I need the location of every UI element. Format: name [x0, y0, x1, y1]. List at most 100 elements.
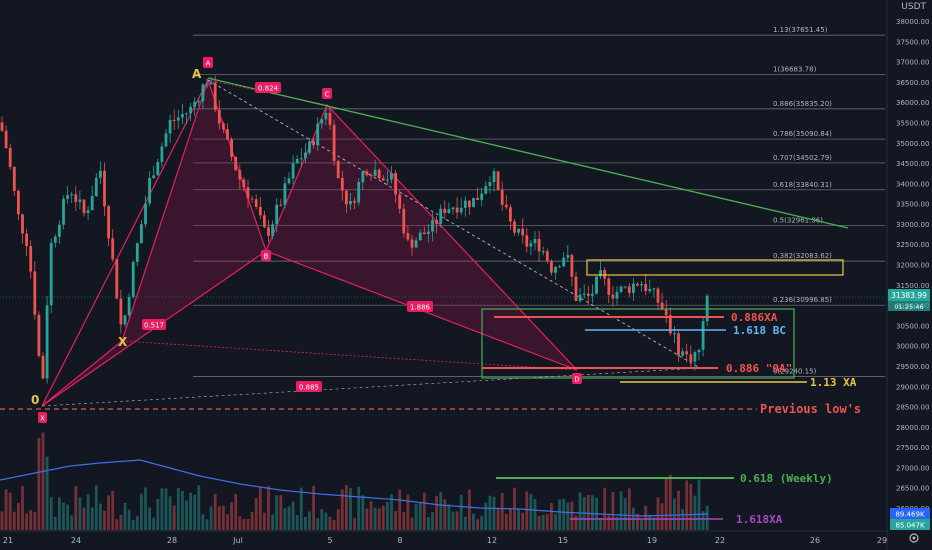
candle-body: [586, 293, 590, 296]
candle-body: [644, 284, 648, 292]
price-tick: 28500.00: [896, 404, 929, 412]
candle-body: [70, 194, 74, 196]
volume-bar: [558, 499, 561, 530]
candle-body: [558, 266, 561, 268]
volume-bar: [17, 502, 20, 530]
volume-bar: [611, 491, 615, 530]
volume-bar: [644, 505, 648, 530]
candle-body: [504, 204, 508, 208]
volume-bar: [640, 519, 643, 530]
volume-bar: [656, 497, 660, 530]
candle-body: [390, 172, 393, 180]
volume-bar: [689, 483, 693, 530]
candle-body: [427, 231, 430, 235]
time-axis[interactable]: 21 24 28 Jul 5 8 12 15 19 22 26 29: [3, 536, 887, 545]
time-tick: Jul: [232, 536, 243, 545]
volume-bar: [619, 491, 623, 530]
time-tick: 24: [71, 536, 81, 545]
candle-body: [107, 206, 110, 239]
candle-body: [53, 236, 57, 243]
volume-bar: [435, 495, 438, 530]
point-a-yellow: A: [192, 67, 202, 81]
price-tick: 31500.00: [896, 282, 929, 290]
trendline-green: [207, 77, 849, 229]
price-axis[interactable]: 38000.00 37500.00 37000.00 36500.00 36000.00…: [896, 18, 929, 513]
candle-body: [267, 227, 270, 236]
volume-bar: [660, 503, 664, 530]
price-tick: 38000.00: [896, 18, 929, 26]
candle-body: [394, 172, 397, 195]
candle-body: [217, 109, 221, 124]
volume-bar: [431, 511, 434, 530]
volume-bar: [623, 498, 627, 530]
candle-body: [476, 197, 479, 200]
volume-bar: [94, 485, 98, 530]
price-tick: 33000.00: [896, 221, 929, 229]
volume-bar: [287, 506, 291, 530]
volume-bar: [62, 502, 65, 530]
volume-bar: [705, 505, 709, 530]
volume-bar: [468, 489, 471, 530]
candle-body: [677, 333, 680, 356]
ratio-bd: 1.886: [410, 304, 431, 312]
candle-body: [607, 278, 611, 295]
candle-body: [176, 117, 180, 121]
volume-bar: [258, 486, 262, 530]
candle-body: [172, 119, 176, 121]
fib-label: 0(29240.15): [773, 368, 817, 376]
yellow-box: [586, 259, 844, 276]
candle-body: [484, 185, 488, 194]
volume-bar: [357, 486, 361, 530]
price-tick: 26500.00: [896, 485, 929, 493]
candle-body: [619, 286, 623, 292]
candle-body: [545, 251, 549, 262]
price-tick: 35000.00: [896, 140, 929, 148]
volume-bar: [271, 514, 274, 530]
volume-bar: [451, 511, 455, 530]
candle-body: [332, 124, 336, 162]
volume-bar: [78, 497, 82, 530]
candle-body: [156, 161, 160, 176]
price-tick: 27500.00: [896, 444, 929, 452]
candle-body: [685, 351, 689, 355]
candle-body: [570, 255, 574, 277]
volume-bar: [381, 505, 385, 530]
volume-bar: [197, 485, 201, 530]
fib-label: 0.886(35835.20): [773, 100, 832, 108]
volume-bar: [554, 513, 557, 530]
volume-bar: [373, 507, 377, 530]
trendline-dashed: [207, 79, 701, 369]
candle-body: [254, 199, 258, 207]
volume-bar: [316, 518, 320, 530]
volume-bar: [144, 487, 147, 530]
volume-bar: [673, 498, 676, 530]
volume-bar: [107, 495, 110, 530]
volume-bar: [37, 437, 41, 530]
candle-body: [127, 296, 131, 316]
candle-body: [554, 266, 557, 273]
candle-body: [435, 220, 438, 224]
volume-bar: [463, 516, 467, 530]
candle-body: [201, 84, 205, 102]
price-tick: 30000.00: [896, 343, 929, 351]
candle-body: [414, 240, 418, 248]
candle-body: [422, 232, 426, 235]
candle-body: [459, 207, 463, 213]
volume-bar: [488, 495, 492, 530]
candle-body: [595, 276, 598, 294]
candle-body: [664, 308, 668, 316]
candle-body: [689, 354, 693, 362]
gear-icon[interactable]: [908, 532, 920, 544]
candle-body: [295, 158, 299, 164]
candle-body: [550, 261, 553, 273]
candle-body: [648, 288, 652, 292]
candle-body: [693, 352, 697, 362]
volume-bar: [545, 514, 549, 530]
point-x-yellow: X: [118, 335, 128, 349]
volume-bar: [308, 511, 311, 530]
volume-bar: [607, 515, 611, 530]
price-tick: 32500.00: [896, 241, 929, 249]
volume-bar: [701, 511, 705, 530]
volume-bar: [386, 501, 389, 530]
